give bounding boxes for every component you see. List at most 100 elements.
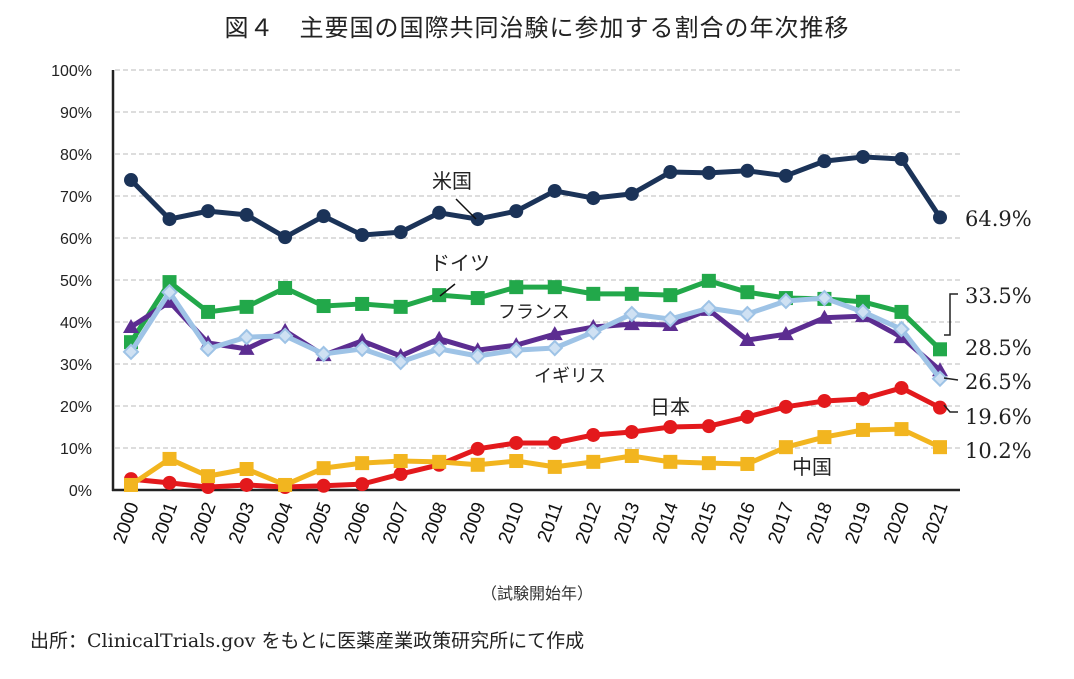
x-tick-label: 2015 bbox=[687, 500, 721, 547]
x-tick-label: 2009 bbox=[456, 500, 490, 547]
y-tick-label: 90% bbox=[60, 105, 92, 122]
end-value-label: 28.5% bbox=[965, 336, 1032, 360]
data-point bbox=[162, 475, 177, 490]
data-point bbox=[470, 457, 485, 472]
data-point bbox=[738, 305, 756, 323]
data-point bbox=[355, 296, 370, 311]
series-name-label: 米国 bbox=[432, 169, 472, 193]
y-tick-label: 60% bbox=[60, 231, 92, 248]
data-point bbox=[777, 292, 795, 310]
data-point bbox=[162, 275, 177, 290]
y-tick-label: 70% bbox=[60, 189, 92, 206]
data-point bbox=[239, 299, 254, 314]
data-point bbox=[122, 343, 140, 361]
data-point bbox=[509, 280, 524, 295]
data-point bbox=[432, 288, 447, 303]
data-point bbox=[663, 165, 678, 180]
data-point bbox=[624, 425, 639, 440]
data-point bbox=[469, 347, 487, 365]
data-point bbox=[239, 462, 254, 476]
data-point bbox=[201, 480, 216, 495]
data-point bbox=[393, 299, 408, 314]
data-point bbox=[239, 207, 254, 222]
data-point bbox=[547, 183, 562, 198]
x-tick-label: 2002 bbox=[187, 500, 221, 547]
data-point bbox=[855, 422, 870, 437]
data-point bbox=[894, 304, 909, 319]
data-point bbox=[586, 427, 601, 442]
data-point bbox=[701, 273, 716, 288]
data-point bbox=[624, 186, 639, 201]
data-point bbox=[739, 332, 756, 347]
data-point bbox=[893, 320, 910, 338]
data-point bbox=[816, 289, 833, 307]
data-point bbox=[161, 283, 178, 301]
data-point bbox=[855, 294, 870, 309]
leader-line bbox=[944, 293, 958, 336]
data-point bbox=[124, 173, 138, 188]
data-point bbox=[430, 340, 448, 358]
data-point bbox=[470, 212, 485, 227]
data-point bbox=[316, 209, 331, 224]
source-note: 出所：ClinicalTrials.gov をもとに医薬産業政策研究所にて作成 bbox=[30, 630, 585, 652]
data-point bbox=[701, 165, 716, 180]
data-point bbox=[701, 419, 716, 434]
y-tick-label: 30% bbox=[60, 357, 92, 374]
data-point bbox=[546, 326, 563, 341]
series-line bbox=[130, 385, 942, 490]
series-name-label: 日本 bbox=[650, 395, 690, 419]
x-tick-label: 2021 bbox=[919, 500, 953, 547]
x-tick-label: 2012 bbox=[572, 500, 606, 547]
x-tick-label: 2003 bbox=[225, 500, 259, 547]
y-tick-label: 80% bbox=[60, 147, 92, 164]
x-tick-label: 2010 bbox=[495, 500, 529, 547]
x-axis-label: （試験開始年） bbox=[480, 584, 593, 603]
series-line bbox=[128, 289, 942, 381]
y-tick-label: 40% bbox=[60, 315, 92, 332]
data-point bbox=[199, 340, 217, 358]
data-point bbox=[933, 400, 947, 415]
data-point bbox=[355, 456, 370, 471]
end-value-label: 26.5% bbox=[965, 370, 1032, 394]
series-name-label: 中国 bbox=[792, 455, 832, 479]
data-point bbox=[816, 309, 833, 324]
leader-line bbox=[455, 198, 477, 220]
data-point bbox=[278, 280, 293, 295]
data-point bbox=[740, 456, 755, 471]
leader-line bbox=[439, 283, 456, 297]
x-tick-label: 2019 bbox=[841, 500, 875, 547]
series-line bbox=[129, 426, 942, 488]
x-tick-label: 2017 bbox=[764, 500, 798, 547]
data-point bbox=[740, 163, 755, 178]
y-tick-label: 10% bbox=[60, 441, 92, 458]
data-point bbox=[509, 204, 524, 219]
data-point bbox=[663, 454, 678, 469]
y-tick-label: 20% bbox=[60, 399, 92, 416]
series-name-label: ドイツ bbox=[430, 251, 490, 275]
data-point bbox=[778, 399, 793, 414]
data-point bbox=[161, 293, 178, 308]
data-point bbox=[933, 440, 947, 455]
data-point bbox=[354, 332, 371, 347]
data-point bbox=[584, 323, 602, 341]
data-point bbox=[392, 353, 410, 371]
data-point bbox=[432, 205, 447, 220]
x-tick-label: 2001 bbox=[148, 500, 182, 547]
data-point bbox=[509, 454, 524, 469]
end-value-label: 10.2% bbox=[965, 439, 1032, 463]
data-point bbox=[855, 149, 870, 164]
data-point bbox=[778, 168, 793, 183]
series-line bbox=[129, 154, 943, 240]
data-point bbox=[239, 477, 254, 492]
data-point bbox=[162, 212, 177, 227]
data-point bbox=[507, 341, 525, 359]
end-value-label: 33.5% bbox=[965, 284, 1032, 308]
x-tick-label: 2011 bbox=[534, 500, 568, 546]
data-point bbox=[238, 328, 255, 346]
data-point bbox=[432, 454, 447, 469]
x-tick-label: 2014 bbox=[649, 499, 683, 546]
x-tick-label: 2000 bbox=[110, 500, 144, 547]
data-point bbox=[123, 319, 139, 334]
end-value-label: 64.9% bbox=[965, 207, 1032, 231]
data-point bbox=[393, 454, 408, 469]
